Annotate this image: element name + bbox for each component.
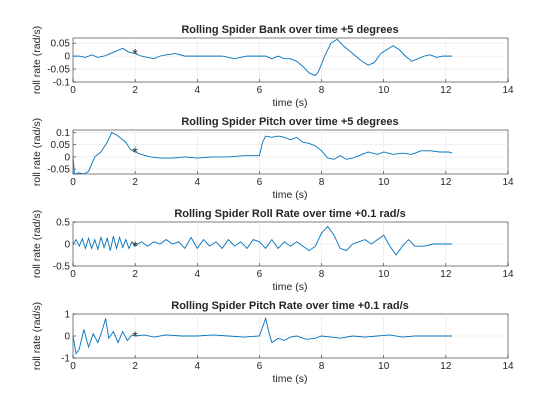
subplot-bank-xtick-label-4: 8 bbox=[319, 85, 325, 96]
subplot-pitch-rate-xtick-label-1: 2 bbox=[132, 361, 138, 372]
subplot-pitch-rate-xtick-label-4: 8 bbox=[319, 361, 325, 372]
subplot-pitch-xtick-label-3: 6 bbox=[257, 177, 263, 188]
subplot-roll-rate-xtick-label-3: 6 bbox=[257, 269, 263, 280]
subplot-bank-xtick-label-7: 14 bbox=[502, 85, 514, 96]
subplot-roll-rate-ytick-label-1: 0 bbox=[64, 240, 70, 251]
subplot-bank-ytick-label-2: -0.05 bbox=[47, 65, 70, 76]
subplot-roll-rate-xtick-label-5: 10 bbox=[378, 269, 390, 280]
subplot-roll-rate-xtick-label-7: 14 bbox=[502, 269, 514, 280]
subplot-pitch-xtick-label-1: 2 bbox=[132, 177, 138, 188]
subplot-bank-xtick-label-5: 10 bbox=[378, 85, 390, 96]
subplot-bank-xtick-label-0: 0 bbox=[70, 85, 76, 96]
subplot-bank-ytick-label-3: -0.1 bbox=[53, 78, 71, 89]
subplot-roll-rate-marker: * bbox=[132, 238, 138, 254]
subplot-roll-rate-xtick-label-0: 0 bbox=[70, 269, 76, 280]
subplot-pitch-rate-ylabel: roll rate (rad/s) bbox=[31, 302, 43, 370]
subplot-pitch-rate-marker: * bbox=[132, 328, 138, 344]
subplot-pitch-marker: * bbox=[132, 144, 138, 160]
subplot-pitch-rate-xtick-label-5: 10 bbox=[378, 361, 390, 372]
subplot-pitch-xtick-label-6: 12 bbox=[440, 177, 452, 188]
subplot-bank-marker: * bbox=[132, 46, 138, 62]
subplot-bank-ylabel: roll rate (rad/s) bbox=[31, 26, 43, 94]
subplot-pitch-ytick-label-2: 0 bbox=[64, 152, 70, 163]
subplot-roll-rate-ytick-label-0: 0.5 bbox=[56, 218, 70, 229]
subplot-bank-xtick-label-2: 4 bbox=[195, 85, 201, 96]
subplot-pitch-rate-xtick-label-6: 12 bbox=[440, 361, 452, 372]
subplot-bank-axes bbox=[73, 38, 508, 82]
subplot-pitch-xlabel: time (s) bbox=[273, 189, 308, 201]
subplot-pitch-ytick-label-3: -0.05 bbox=[47, 165, 70, 176]
subplot-bank-ytick-label-1: 0 bbox=[64, 52, 70, 63]
subplot-pitch-rate-xlabel: time (s) bbox=[273, 373, 308, 385]
subplot-roll-rate-ylabel: roll rate (rad/s) bbox=[31, 210, 43, 278]
subplot-pitch-rate-xtick-label-3: 6 bbox=[257, 361, 263, 372]
subplot-bank-title: Rolling Spider Bank over time +5 degrees bbox=[181, 24, 398, 36]
subplot-pitch-xtick-label-5: 10 bbox=[378, 177, 390, 188]
subplot-pitch-rate-title: Rolling Spider Pitch Rate over time +0.1… bbox=[171, 300, 409, 312]
subplot-bank-xlabel: time (s) bbox=[273, 97, 308, 109]
subplot-roll-rate-title: Rolling Spider Roll Rate over time +0.1 … bbox=[174, 208, 405, 220]
subplot-roll-rate-xtick-label-6: 12 bbox=[440, 269, 452, 280]
subplot-pitch-rate-xtick-label-0: 0 bbox=[70, 361, 76, 372]
subplot-pitch-title: Rolling Spider Pitch over time +5 degree… bbox=[181, 116, 398, 128]
subplot-pitch-xtick-label-4: 8 bbox=[319, 177, 325, 188]
subplot-pitch-ytick-label-0: 0.1 bbox=[56, 128, 70, 139]
subplot-pitch-ytick-label-1: 0.05 bbox=[51, 140, 71, 151]
subplot-pitch-rate-xtick-label-7: 14 bbox=[502, 361, 514, 372]
subplot-pitch-rate-ytick-label-2: -1 bbox=[61, 354, 70, 365]
subplot-pitch-rate-xtick-label-2: 4 bbox=[195, 361, 201, 372]
subplot-roll-rate-xlabel: time (s) bbox=[273, 281, 308, 293]
subplot-bank-xtick-label-3: 6 bbox=[257, 85, 263, 96]
subplot-pitch-ylabel: roll rate (rad/s) bbox=[31, 118, 43, 186]
subplot-pitch-rate-ytick-label-1: 0 bbox=[64, 332, 70, 343]
subplot-roll-rate-xtick-label-1: 2 bbox=[132, 269, 138, 280]
subplot-pitch-xtick-label-2: 4 bbox=[195, 177, 201, 188]
subplot-roll-rate-xtick-label-4: 8 bbox=[319, 269, 325, 280]
subplot-roll-rate-ytick-label-2: -0.5 bbox=[53, 262, 71, 273]
subplot-pitch-xtick-label-7: 14 bbox=[502, 177, 514, 188]
subplot-roll-rate-xtick-label-2: 4 bbox=[195, 269, 201, 280]
subplot-bank-xtick-label-6: 12 bbox=[440, 85, 452, 96]
subplot-bank-ytick-label-0: 0.05 bbox=[51, 39, 71, 50]
subplot-pitch-rate-ytick-label-0: 1 bbox=[64, 310, 70, 321]
subplot-bank-xtick-label-1: 2 bbox=[132, 85, 138, 96]
subplot-pitch-xtick-label-0: 0 bbox=[70, 177, 76, 188]
